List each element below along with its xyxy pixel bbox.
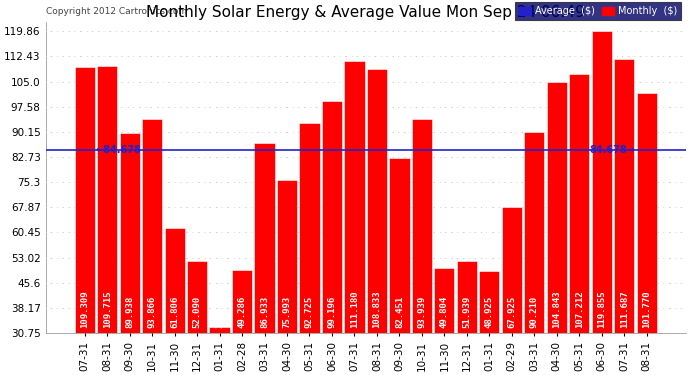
Text: 89.938: 89.938 — [125, 296, 134, 328]
Text: 109.309: 109.309 — [80, 290, 89, 328]
Bar — [457, 261, 477, 333]
Bar — [524, 132, 544, 333]
Bar — [255, 143, 275, 333]
Bar — [636, 93, 657, 333]
Bar — [591, 32, 612, 333]
Text: 49.286: 49.286 — [237, 296, 246, 328]
Text: 107.212: 107.212 — [575, 290, 584, 328]
Text: 93.939: 93.939 — [417, 296, 426, 328]
Text: 104.843: 104.843 — [552, 290, 561, 328]
Bar — [412, 119, 432, 333]
Text: 93.866: 93.866 — [148, 296, 157, 328]
Text: 86.933: 86.933 — [260, 296, 269, 328]
Bar — [119, 133, 140, 333]
Text: 90.210: 90.210 — [530, 296, 539, 328]
Bar — [479, 272, 500, 333]
Text: 111.687: 111.687 — [620, 290, 629, 328]
Bar — [502, 207, 522, 333]
Bar — [232, 270, 252, 333]
Text: 75.993: 75.993 — [282, 296, 291, 328]
Bar — [97, 66, 117, 333]
Text: 51.939: 51.939 — [462, 296, 471, 328]
Bar — [142, 119, 162, 333]
Text: ←84.678: ←84.678 — [96, 146, 142, 155]
Text: 99.196: 99.196 — [328, 296, 337, 328]
Text: 82.451: 82.451 — [395, 296, 404, 328]
Text: 109.715: 109.715 — [103, 290, 112, 328]
Bar — [322, 101, 342, 333]
Bar — [187, 261, 207, 333]
Text: 32.493: 32.493 — [215, 296, 224, 328]
Text: 111.180: 111.180 — [350, 290, 359, 328]
Bar — [344, 61, 364, 333]
Bar — [277, 180, 297, 333]
Text: Copyright 2012 Cartronics.com: Copyright 2012 Cartronics.com — [46, 7, 187, 16]
Bar — [75, 67, 95, 333]
Bar — [210, 327, 230, 333]
Text: 84.678→: 84.678→ — [589, 146, 635, 155]
Text: 119.855: 119.855 — [597, 290, 607, 328]
Bar — [164, 228, 185, 333]
Text: 108.833: 108.833 — [373, 290, 382, 328]
Text: 92.725: 92.725 — [305, 296, 314, 328]
Legend: Average  ($), Monthly  ($): Average ($), Monthly ($) — [515, 2, 681, 20]
Bar — [434, 268, 455, 333]
Bar — [299, 123, 319, 333]
Bar — [546, 82, 566, 333]
Bar — [367, 69, 387, 333]
Text: 61.806: 61.806 — [170, 296, 179, 328]
Text: 67.925: 67.925 — [507, 296, 516, 328]
Bar — [614, 59, 634, 333]
Text: 49.804: 49.804 — [440, 296, 449, 328]
Title: Monthly Solar Energy & Average Value Mon Sep 24 06:49: Monthly Solar Energy & Average Value Mon… — [146, 5, 585, 20]
Bar — [569, 74, 589, 333]
Bar — [389, 158, 409, 333]
Text: 48.925: 48.925 — [485, 296, 494, 328]
Text: 101.770: 101.770 — [642, 290, 651, 328]
Text: 52.090: 52.090 — [193, 296, 201, 328]
